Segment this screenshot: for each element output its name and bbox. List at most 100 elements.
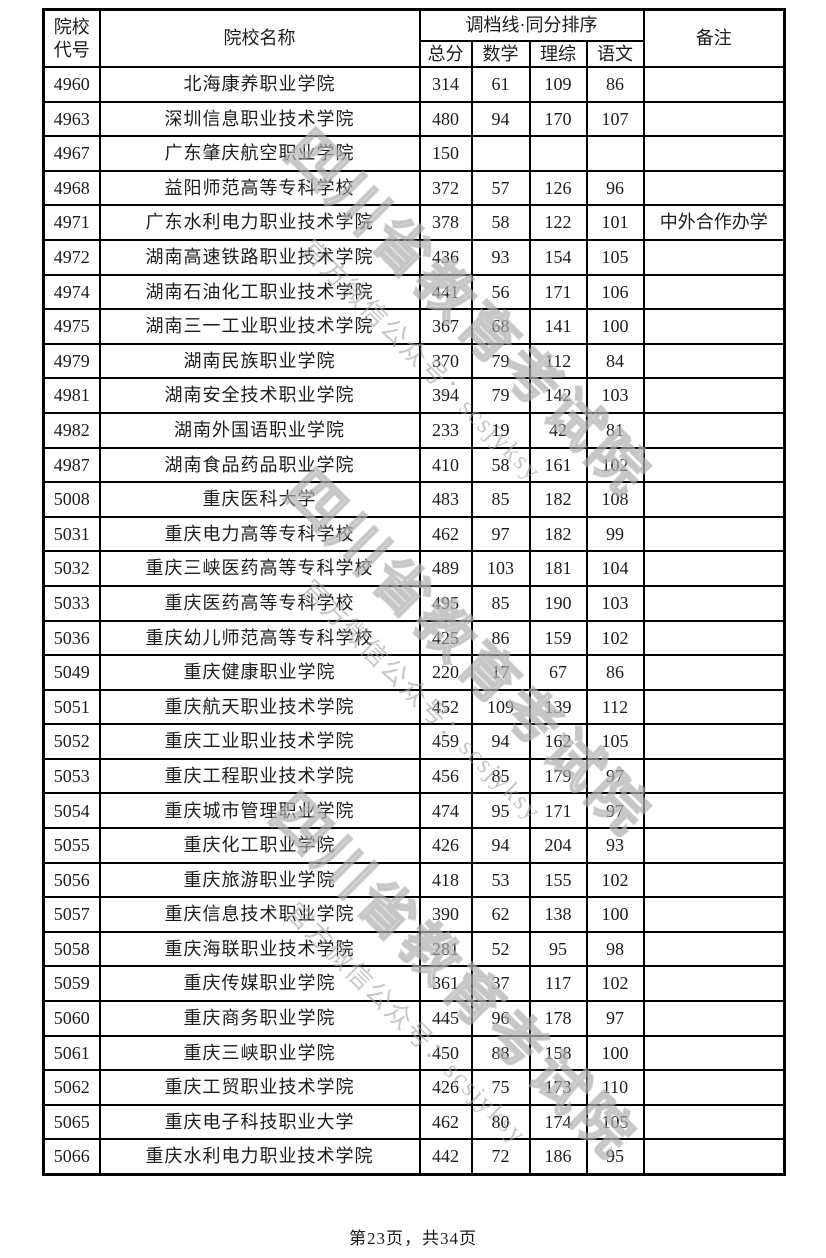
science-score-cell: 142 — [528, 377, 588, 414]
college-name-cell: 重庆海联职业技术学院 — [98, 930, 421, 968]
science-score-cell: 122 — [528, 204, 588, 241]
table-row: 4987 湖南食品药品职业学院 410 58 161 102 — [42, 446, 786, 484]
math-score-cell: 79 — [470, 377, 531, 414]
chinese-score-cell: 103 — [585, 584, 645, 622]
college-name-cell: 重庆工程职业技术学院 — [98, 757, 421, 795]
college-code-cell: 5049 — [42, 654, 101, 691]
science-score-cell: 155 — [528, 861, 588, 899]
chinese-score-cell: 107 — [585, 100, 645, 138]
table-row: 4974 湖南石油化工职业技术学院 441 56 171 106 — [42, 273, 786, 311]
header-college-code-line1: 院校 — [53, 17, 90, 37]
math-score-cell: 72 — [470, 1138, 531, 1175]
math-score-cell: 17 — [470, 654, 531, 691]
remark-cell — [642, 654, 786, 691]
college-code-cell: 5066 — [42, 1138, 101, 1175]
college-code-cell: 4975 — [42, 308, 101, 345]
math-score-cell: 79 — [470, 342, 531, 380]
college-name-cell: 湖南安全技术职业学院 — [98, 377, 421, 414]
college-code-cell: 4982 — [42, 411, 101, 449]
math-score-cell: 85 — [470, 757, 531, 795]
science-score-cell: 109 — [528, 66, 588, 103]
chinese-score-cell: 84 — [585, 342, 645, 380]
page-number-footer: 第23页，共34页 — [349, 1229, 477, 1248]
table-row: 5054 重庆城市管理职业学院 474 95 171 97 — [42, 792, 786, 830]
math-score-cell: 56 — [470, 273, 531, 311]
college-code-cell: 5031 — [42, 515, 101, 553]
chinese-score-cell: 101 — [585, 204, 645, 241]
total-score-cell: 418 — [418, 861, 473, 899]
remark-cell — [642, 238, 786, 276]
college-code-cell: 5059 — [42, 965, 101, 1003]
college-name-cell: 重庆幼儿师范高等专科学校 — [98, 619, 421, 657]
chinese-score-cell: 102 — [585, 861, 645, 899]
remark-cell — [642, 1069, 786, 1106]
science-score-cell: 154 — [528, 238, 588, 276]
college-code-cell: 5051 — [42, 688, 101, 726]
table-row: 4963 深圳信息职业技术学院 480 94 170 107 — [42, 100, 786, 138]
total-score-cell: 462 — [418, 515, 473, 553]
math-score-cell: 53 — [470, 861, 531, 899]
science-score-cell: 179 — [528, 757, 588, 795]
science-score-cell — [528, 135, 588, 172]
table-row: 5049 重庆健康职业学院 220 17 67 86 — [42, 654, 786, 691]
college-code-cell: 5054 — [42, 792, 101, 830]
total-score-cell: 220 — [418, 654, 473, 691]
header-college-name: 院校名称 — [98, 8, 421, 68]
remark-cell — [642, 896, 786, 933]
science-score-cell: 126 — [528, 169, 588, 207]
math-score-cell: 58 — [470, 446, 531, 484]
science-score-cell: 162 — [528, 723, 588, 760]
math-score-cell: 94 — [470, 723, 531, 760]
college-name-cell: 重庆工贸职业技术学院 — [98, 1069, 421, 1106]
chinese-score-cell: 102 — [585, 619, 645, 657]
college-name-cell: 重庆航天职业技术学院 — [98, 688, 421, 726]
college-code-cell: 4981 — [42, 377, 101, 414]
header-chinese-score: 语文 — [585, 40, 645, 68]
chinese-score-cell: 100 — [585, 896, 645, 933]
science-score-cell: 204 — [528, 827, 588, 864]
science-score-cell: 158 — [528, 1034, 588, 1072]
math-score-cell: 94 — [470, 827, 531, 864]
total-score-cell: 150 — [418, 135, 473, 172]
science-score-cell: 112 — [528, 342, 588, 380]
remark-cell — [642, 411, 786, 449]
chinese-score-cell: 98 — [585, 930, 645, 968]
chinese-score-cell: 112 — [585, 688, 645, 726]
college-name-cell: 广东肇庆航空职业学院 — [98, 135, 421, 172]
college-name-cell: 深圳信息职业技术学院 — [98, 100, 421, 138]
total-score-cell: 441 — [418, 273, 473, 311]
chinese-score-cell: 95 — [585, 1138, 645, 1175]
math-score-cell: 96 — [470, 1000, 531, 1037]
chinese-score-cell: 103 — [585, 377, 645, 414]
college-code-cell: 4974 — [42, 273, 101, 311]
science-score-cell: 170 — [528, 100, 588, 138]
total-score-cell: 410 — [418, 446, 473, 484]
college-code-cell: 4963 — [42, 100, 101, 138]
science-score-cell: 67 — [528, 654, 588, 691]
admission-score-table: 院校 代号 院校名称 调档线·同分排序 备注 总分 数学 理综 语文 4960 北… — [42, 8, 786, 1176]
total-score-cell: 233 — [418, 411, 473, 449]
math-score-cell: 19 — [470, 411, 531, 449]
math-score-cell: 75 — [470, 1069, 531, 1106]
header-remark: 备注 — [642, 8, 786, 68]
science-score-cell: 171 — [528, 792, 588, 830]
college-code-cell: 5052 — [42, 723, 101, 760]
remark-cell — [642, 1034, 786, 1072]
remark-cell — [642, 273, 786, 311]
header-college-code: 院校 代号 — [42, 8, 101, 68]
science-score-cell: 141 — [528, 308, 588, 345]
math-score-cell: 109 — [470, 688, 531, 726]
college-name-cell: 重庆商务职业学院 — [98, 1000, 421, 1037]
table-row: 5036 重庆幼儿师范高等专科学校 425 86 159 102 — [42, 619, 786, 657]
science-score-cell: 95 — [528, 930, 588, 968]
header-math-score: 数学 — [470, 40, 531, 68]
college-name-cell: 重庆工业职业技术学院 — [98, 723, 421, 760]
total-score-cell: 474 — [418, 792, 473, 830]
table-row: 5052 重庆工业职业技术学院 459 94 162 105 — [42, 723, 786, 760]
college-name-cell: 北海康养职业学院 — [98, 66, 421, 103]
science-score-cell: 182 — [528, 481, 588, 518]
total-score-cell: 462 — [418, 1103, 473, 1141]
remark-cell — [642, 100, 786, 138]
remark-cell — [642, 930, 786, 968]
